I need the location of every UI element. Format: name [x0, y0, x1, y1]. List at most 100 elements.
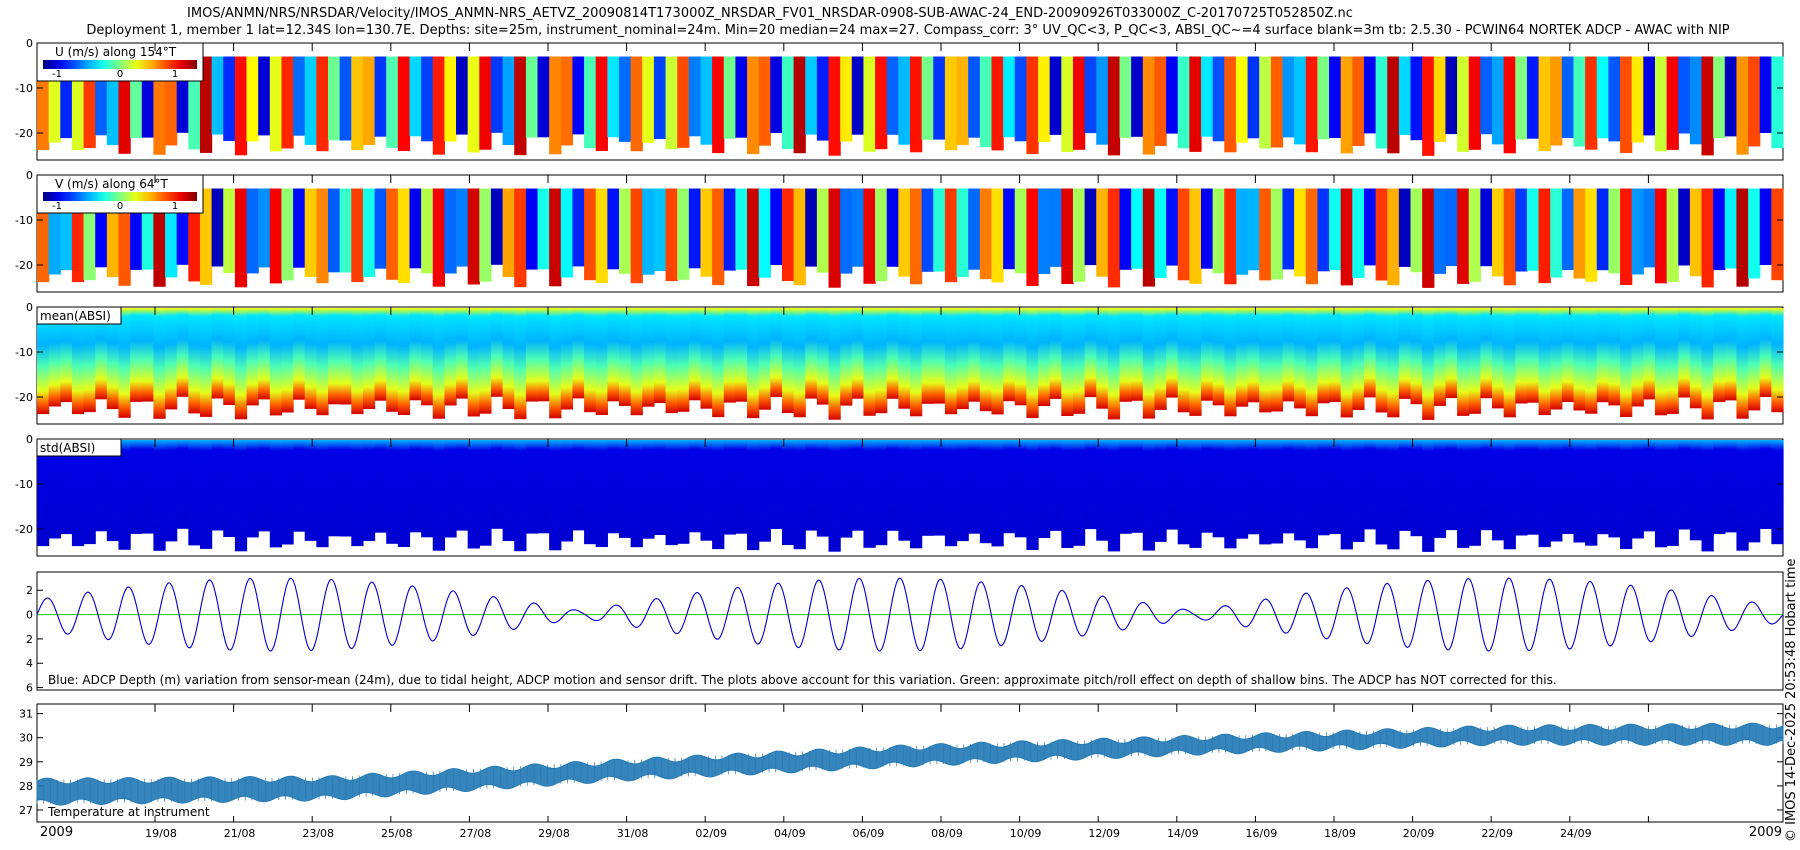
heatmap-cell	[1003, 188, 1016, 270]
heatmap-cell	[1131, 56, 1144, 137]
heatmap-cell	[467, 56, 480, 153]
heatmap-cell	[1119, 440, 1132, 534]
colorbar-tick: 0	[117, 69, 123, 80]
heatmap-cell	[1061, 308, 1074, 416]
heatmap-cell	[211, 188, 224, 267]
heatmap-cell	[397, 308, 411, 415]
heatmap-cell	[1666, 188, 1679, 282]
heatmap-cell	[1631, 56, 1644, 143]
heatmap-cell	[851, 440, 865, 531]
heatmap-cell	[1096, 440, 1109, 541]
heatmap-cell	[537, 308, 550, 402]
heatmap-cell	[1131, 440, 1144, 533]
heatmap-cell	[153, 440, 166, 551]
heatmap-cell	[362, 440, 376, 541]
heatmap-cell	[898, 188, 911, 277]
heatmap-cell	[1235, 440, 1249, 539]
heatmap-cell	[968, 308, 981, 402]
colorbar-tick: 0	[117, 201, 123, 212]
heatmap-cell	[1026, 56, 1039, 154]
heatmap-cell	[1224, 440, 1237, 549]
heatmap-cell	[1294, 188, 1307, 277]
heatmap-cell	[933, 440, 946, 536]
x-tick-label: 06/09	[853, 827, 885, 840]
heatmap-cell	[595, 56, 608, 151]
heatmap-cell	[1666, 308, 1679, 414]
heatmap-cell	[1375, 188, 1388, 281]
y-tick-label: 6	[26, 682, 33, 695]
heatmap-cell	[456, 188, 469, 267]
heatmap-cell	[1270, 308, 1284, 412]
heatmap-cell	[1550, 440, 1563, 542]
heatmap-cell	[130, 440, 143, 534]
heatmap-cell	[1096, 56, 1109, 145]
heatmap-cell	[456, 56, 469, 135]
heatmap-cell	[1154, 440, 1167, 542]
heatmap-cell	[723, 440, 736, 535]
x-tick-label: 22/09	[1481, 827, 1513, 840]
heatmap-cell	[712, 440, 725, 550]
heatmap-cell	[223, 308, 236, 405]
heatmap-cell	[199, 440, 213, 549]
heatmap-cell	[1596, 188, 1609, 271]
x-tick-label: 04/09	[774, 827, 806, 840]
heatmap-cell	[421, 440, 434, 538]
heatmap-cell	[863, 188, 876, 284]
heatmap-cell	[1235, 188, 1249, 275]
heatmap-cell	[1166, 440, 1179, 530]
heatmap-cell	[805, 440, 818, 531]
y-tick-label: -10	[15, 478, 33, 491]
heatmap-cell	[1550, 56, 1563, 146]
heatmap-cell	[1375, 56, 1388, 149]
depth-variation-line	[36, 577, 1784, 652]
heatmap-cell	[83, 308, 96, 413]
y-tick-label: 27	[19, 804, 33, 817]
x-tick-label: 19/08	[145, 827, 177, 840]
heatmap-cell	[1480, 440, 1493, 531]
heatmap-cell	[688, 56, 702, 137]
heatmap-cell	[223, 56, 236, 141]
heatmap-cell	[351, 308, 364, 415]
heatmap-cell	[979, 56, 993, 148]
heatmap-cell	[165, 308, 178, 410]
heatmap-cell	[781, 188, 795, 281]
heatmap-cell	[351, 440, 364, 547]
heatmap-cell	[1026, 188, 1039, 286]
heatmap-cell	[1736, 188, 1749, 287]
heatmap-cell	[642, 56, 655, 143]
heatmap-cell	[747, 56, 760, 155]
heatmap-cell	[525, 56, 539, 138]
heatmap-cell	[409, 188, 422, 269]
heatmap-cell	[956, 308, 969, 410]
heatmap-cell	[328, 188, 341, 273]
heatmap-cell	[933, 188, 946, 272]
heatmap-cell	[1713, 56, 1726, 139]
x-tick-label: 18/09	[1324, 827, 1356, 840]
heatmap-cell	[1177, 440, 1190, 545]
heatmap-cell	[875, 188, 888, 282]
plot-frame	[36, 571, 1784, 691]
heatmap-cell	[1235, 308, 1249, 407]
heatmap-cell	[886, 308, 899, 399]
heatmap-cell	[293, 56, 306, 136]
heatmap-cell	[1422, 308, 1435, 420]
heatmap-cell	[642, 308, 655, 407]
heatmap-cell	[1387, 188, 1400, 286]
heatmap-cell	[1201, 440, 1214, 533]
heatmap-cell	[1294, 440, 1307, 541]
heatmap-cell	[1678, 440, 1691, 530]
heatmap-cell	[1142, 56, 1156, 155]
heatmap-cell	[1410, 56, 1423, 141]
heatmap-cell	[444, 308, 457, 406]
heatmap-cell	[211, 56, 224, 135]
temperature-caption: Temperature at instrument	[47, 805, 210, 819]
x-axis-start-year: 2009	[40, 825, 73, 840]
heatmap-cell	[1724, 188, 1738, 269]
heatmap-cell	[1445, 440, 1458, 531]
heatmap-cell	[1340, 440, 1353, 550]
heatmap-cell	[386, 188, 399, 280]
x-tick-label: 23/08	[302, 827, 334, 840]
heatmap-cell	[1189, 188, 1202, 284]
heatmap-cell	[374, 56, 387, 137]
heatmap-cell	[199, 308, 213, 417]
